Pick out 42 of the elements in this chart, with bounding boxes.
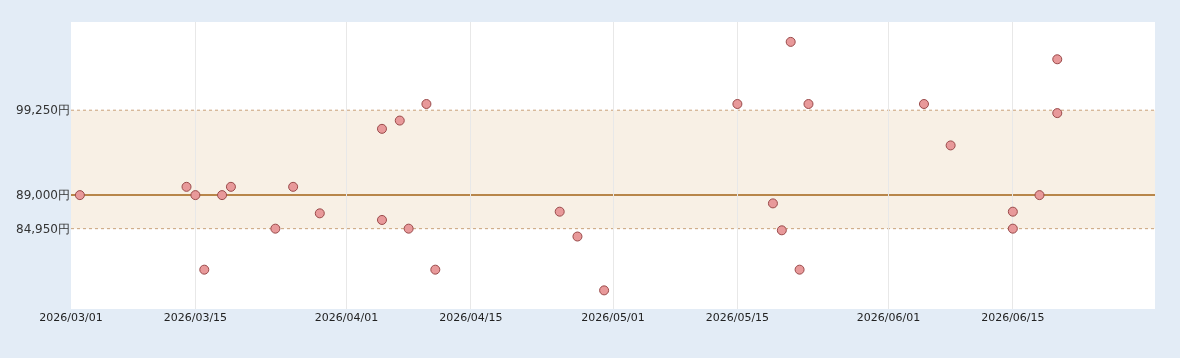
point (376, 123, 387, 134)
point (572, 231, 583, 242)
point (945, 140, 956, 151)
point (1052, 108, 1063, 119)
point (270, 223, 281, 234)
x-tick-label: 2026/05/01 (581, 311, 645, 324)
point (732, 99, 743, 109)
point (376, 214, 387, 225)
x-tick-label: 2026/04/01 (314, 311, 379, 324)
point (1007, 223, 1018, 234)
x-tick-label: 2026/04/15 (439, 311, 503, 324)
point (918, 99, 929, 109)
x-tick-label: 2026/05/15 (705, 311, 770, 324)
point (554, 206, 565, 217)
point (394, 115, 405, 126)
point (430, 264, 441, 275)
point (421, 99, 432, 109)
point (314, 208, 325, 219)
point (794, 264, 805, 275)
point (1052, 54, 1063, 65)
y-tick-label: 99,250円 (16, 103, 70, 118)
point (74, 190, 85, 201)
x-tick-label: 2026/03/15 (163, 311, 228, 324)
x-tick-label: 2026/06/15 (981, 311, 1045, 324)
point (803, 99, 814, 109)
point (599, 285, 610, 296)
x-tick-label: 2026/06/01 (856, 311, 921, 324)
point (1007, 206, 1018, 217)
point (190, 190, 201, 201)
y-tick-label: 89,000円 (16, 188, 70, 203)
point (403, 223, 414, 234)
x-tick-label: 2026/03/01 (39, 311, 103, 324)
point (199, 264, 210, 275)
point (767, 198, 778, 209)
point (776, 225, 787, 236)
y-tick-label: 84,950円 (16, 221, 70, 236)
point (1034, 190, 1045, 201)
point (225, 181, 236, 192)
point (288, 181, 299, 192)
point (181, 181, 192, 192)
point (785, 36, 796, 47)
point (217, 190, 228, 201)
